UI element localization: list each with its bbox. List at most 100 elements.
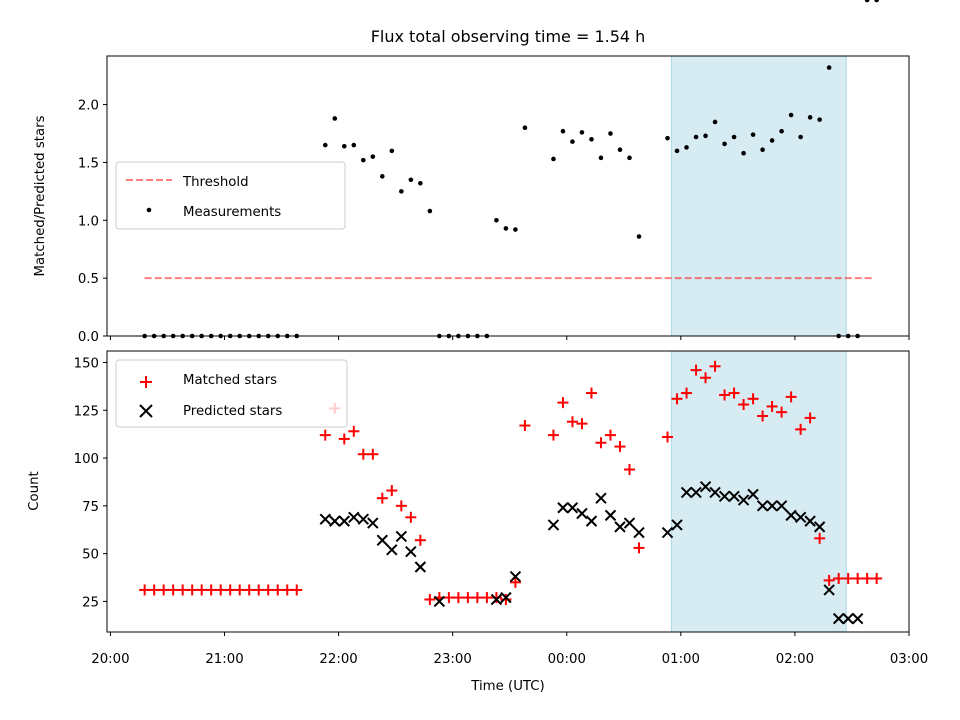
matched-star-point bbox=[747, 393, 759, 405]
legend-measurements-label: Measurements bbox=[183, 205, 281, 220]
matched-star-point bbox=[253, 584, 265, 596]
matched-star-point bbox=[338, 433, 350, 445]
matched-star-point bbox=[623, 464, 635, 476]
predicted-star-point bbox=[319, 513, 331, 525]
matched-star-point bbox=[262, 584, 274, 596]
measurement-point bbox=[674, 148, 680, 154]
measurement-point bbox=[684, 145, 689, 150]
predicted-star-point bbox=[614, 521, 626, 533]
measurement-point bbox=[570, 139, 575, 144]
predicted-star-point bbox=[775, 500, 788, 512]
ratio-y-tick-label: 0.0 bbox=[78, 330, 99, 345]
legend-predicted-swatch bbox=[139, 404, 153, 418]
matched-star-point bbox=[462, 592, 474, 604]
matched-star-point bbox=[405, 511, 417, 523]
measurement-point bbox=[579, 130, 585, 135]
matched-star-point bbox=[509, 576, 521, 588]
measurement-point bbox=[750, 132, 756, 137]
predicted-star-point bbox=[595, 492, 607, 504]
counts-y-tick-label: 125 bbox=[74, 404, 99, 419]
matched-star-point bbox=[566, 416, 578, 428]
measurement-point bbox=[399, 189, 404, 194]
predicted-star-point bbox=[842, 612, 854, 625]
predicted-star-point bbox=[395, 530, 408, 543]
measurement-point bbox=[712, 119, 718, 125]
panel-counts-frame bbox=[106, 350, 910, 633]
measurement-point bbox=[408, 177, 414, 183]
observing-span-ratio bbox=[670, 55, 847, 337]
matched-star-point bbox=[481, 592, 493, 604]
predicted-star-point bbox=[386, 544, 398, 556]
measurement-point bbox=[598, 155, 604, 161]
counts-y-axis: 25 50 75 100 125 150 bbox=[74, 356, 107, 610]
x-tick-label: 23:00 bbox=[434, 652, 472, 667]
matched-star-point bbox=[681, 387, 693, 399]
predicted-star-point bbox=[728, 490, 740, 502]
matched-star-point bbox=[795, 423, 807, 435]
measurement-point bbox=[731, 134, 737, 140]
predicted-star-point bbox=[329, 515, 341, 527]
measurement-point bbox=[798, 134, 803, 140]
matched-star-point bbox=[519, 420, 531, 432]
counts-y-tick-label: 150 bbox=[74, 356, 99, 371]
matched-star-point bbox=[814, 532, 826, 544]
measurement-point bbox=[703, 133, 708, 139]
ratio-y-axis-label: Matched/Predicted stars bbox=[33, 115, 48, 276]
observing-span bbox=[670, 55, 847, 337]
measurement-point bbox=[380, 174, 385, 179]
matched-star-point bbox=[823, 574, 835, 586]
matched-star-point bbox=[595, 437, 607, 449]
matched-star-point bbox=[148, 584, 160, 596]
predicted-star-point bbox=[414, 561, 427, 573]
matched-star-point bbox=[490, 592, 502, 604]
matched-star-point bbox=[500, 594, 512, 606]
measurement-point bbox=[589, 137, 594, 142]
matched-star-point bbox=[319, 429, 331, 441]
measurement-point bbox=[817, 117, 822, 122]
predicted-star-point bbox=[661, 526, 674, 539]
matched-star-point bbox=[348, 425, 360, 437]
measurement-point bbox=[788, 112, 794, 118]
panel-counts: 25 50 75 100 125 150 20:00 21:00 22:00 23:00 00:0… bbox=[27, 350, 928, 694]
matched-star-point bbox=[861, 572, 873, 584]
legend-threshold-label: Threshold bbox=[182, 175, 249, 190]
predicted-star-point bbox=[357, 513, 370, 525]
predicted-star-point bbox=[851, 612, 864, 625]
predicted-star-point bbox=[804, 515, 816, 527]
measurement-point bbox=[361, 157, 366, 163]
predicted-stars-points bbox=[319, 481, 864, 625]
matched-star-point bbox=[471, 592, 483, 604]
matched-star-point bbox=[576, 418, 588, 430]
predicted-star-point bbox=[785, 509, 797, 522]
measurement-point bbox=[874, 0, 879, 3]
matched-star-point bbox=[234, 584, 246, 596]
counts-y-tick-label: 75 bbox=[82, 500, 99, 515]
predicted-star-point bbox=[338, 515, 350, 527]
predicted-star-point bbox=[576, 507, 588, 520]
predicted-star-point bbox=[623, 517, 636, 529]
x-tick-label: 01:00 bbox=[662, 652, 700, 667]
predicted-star-point bbox=[547, 519, 560, 531]
x-tick-label: 03:00 bbox=[890, 652, 928, 667]
matched-star-point bbox=[785, 391, 797, 403]
predicted-star-point bbox=[604, 509, 617, 522]
matched-star-point bbox=[139, 584, 151, 596]
ratio-y-tick-label: 1.5 bbox=[78, 156, 99, 171]
predicted-star-point bbox=[680, 486, 693, 499]
predicted-star-point bbox=[367, 517, 379, 529]
predicted-star-point bbox=[671, 519, 683, 531]
matched-star-point bbox=[804, 412, 816, 424]
measurement-point bbox=[494, 217, 499, 223]
measurement-point bbox=[513, 227, 518, 232]
legend-measurements-swatch bbox=[146, 207, 152, 213]
x-tick-label: 20:00 bbox=[91, 652, 129, 667]
matched-star-point bbox=[205, 584, 217, 596]
predicted-star-point bbox=[500, 591, 512, 604]
matched-star-point bbox=[357, 448, 369, 460]
predicted-star-point bbox=[557, 502, 569, 514]
matched-star-point bbox=[833, 572, 845, 584]
counts-y-tick-label: 100 bbox=[74, 452, 99, 467]
measurement-points bbox=[142, 0, 879, 339]
measurement-point bbox=[627, 155, 632, 161]
matched-star-point bbox=[243, 584, 255, 596]
